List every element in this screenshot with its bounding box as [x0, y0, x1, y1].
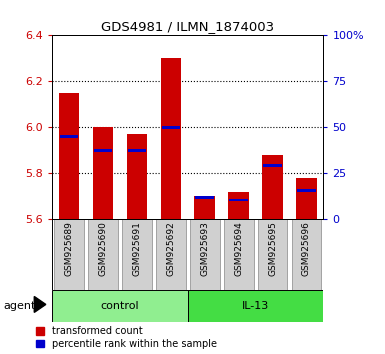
- Bar: [59, 93, 79, 219]
- FancyBboxPatch shape: [156, 219, 186, 290]
- Text: GSM925689: GSM925689: [64, 222, 74, 276]
- Title: GDS4981 / ILMN_1874003: GDS4981 / ILMN_1874003: [101, 20, 274, 33]
- Bar: [93, 127, 113, 219]
- Bar: [229, 199, 248, 201]
- FancyBboxPatch shape: [88, 219, 118, 290]
- Bar: [94, 149, 112, 152]
- Bar: [60, 135, 78, 138]
- Bar: [296, 178, 316, 219]
- Bar: [262, 155, 283, 219]
- Text: GSM925690: GSM925690: [98, 222, 107, 276]
- Bar: [228, 192, 249, 219]
- Bar: [194, 196, 215, 219]
- Text: agent: agent: [4, 301, 36, 311]
- FancyBboxPatch shape: [190, 219, 219, 290]
- Bar: [161, 58, 181, 219]
- FancyBboxPatch shape: [122, 219, 152, 290]
- Bar: [196, 196, 214, 199]
- Legend: transformed count, percentile rank within the sample: transformed count, percentile rank withi…: [36, 326, 217, 349]
- FancyBboxPatch shape: [188, 290, 323, 322]
- FancyBboxPatch shape: [258, 219, 288, 290]
- Text: GSM925692: GSM925692: [166, 222, 175, 276]
- Text: IL-13: IL-13: [242, 301, 269, 311]
- Text: GSM925696: GSM925696: [302, 222, 311, 276]
- Bar: [297, 189, 316, 192]
- Bar: [263, 164, 282, 167]
- FancyBboxPatch shape: [224, 219, 253, 290]
- Text: GSM925695: GSM925695: [268, 222, 277, 276]
- FancyBboxPatch shape: [291, 219, 321, 290]
- FancyBboxPatch shape: [52, 290, 188, 322]
- Text: GSM925691: GSM925691: [132, 222, 141, 276]
- Bar: [128, 149, 146, 152]
- Bar: [127, 135, 147, 219]
- Text: GSM925694: GSM925694: [234, 222, 243, 276]
- FancyBboxPatch shape: [54, 219, 84, 290]
- Text: control: control: [100, 301, 139, 311]
- Text: GSM925693: GSM925693: [200, 222, 209, 276]
- Polygon shape: [34, 297, 46, 313]
- Bar: [162, 126, 180, 129]
